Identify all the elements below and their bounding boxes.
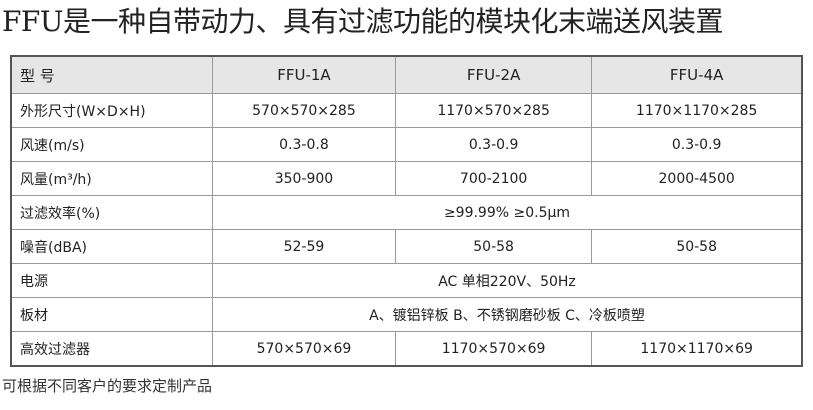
spec-table: 型 号 FFU-1A FFU-2A FFU-4A 外形尺寸(W×D×H) 570×570×… bbox=[10, 55, 803, 367]
row-label: 噪音(dBA) bbox=[12, 229, 213, 264]
table-row: 风速(m/s) 0.3-0.8 0.3-0.9 0.3-0.9 bbox=[12, 127, 801, 162]
cell: FFU-4A bbox=[591, 57, 801, 94]
cell: 52-59 bbox=[212, 229, 396, 264]
table-row: 噪音(dBA) 52-59 50-58 50-58 bbox=[12, 229, 801, 264]
row-label: 电源 bbox=[12, 263, 213, 298]
cell: 1170×570×285 bbox=[394, 93, 593, 128]
table-row: 风量(m³/h) 350-900 700-2100 2000-4500 bbox=[12, 161, 801, 196]
cell: 50-58 bbox=[591, 229, 801, 264]
cell: 570×570×285 bbox=[212, 93, 396, 128]
cell: 350-900 bbox=[212, 161, 396, 196]
cell: 0.3-0.9 bbox=[394, 127, 593, 162]
cell: FFU-2A bbox=[394, 57, 593, 94]
row-label: 风量(m³/h) bbox=[12, 161, 213, 196]
cell: A、镀铝锌板 B、不锈钢磨砂板 C、冷板喷塑 bbox=[212, 297, 801, 332]
cell: FFU-1A bbox=[212, 57, 396, 94]
table-row: 型 号 FFU-1A FFU-2A FFU-4A bbox=[12, 57, 801, 94]
cell: 1170×570×69 bbox=[394, 331, 593, 365]
row-label: 板材 bbox=[12, 297, 213, 332]
row-label: 高效过滤器 bbox=[12, 331, 213, 365]
cell: 2000-4500 bbox=[591, 161, 801, 196]
cell: ≥99.99% ≥0.5μm bbox=[212, 195, 801, 230]
cell: 700-2100 bbox=[394, 161, 593, 196]
footnote: 可根据不同客户的要求定制产品 bbox=[2, 377, 213, 395]
cell: 1170×1170×285 bbox=[591, 93, 801, 128]
row-label: 型 号 bbox=[12, 57, 213, 94]
table-row: 过滤效率(%) ≥99.99% ≥0.5μm bbox=[12, 195, 801, 230]
cell: 50-58 bbox=[394, 229, 593, 264]
cell: AC 单相220V、50Hz bbox=[212, 263, 801, 298]
title: FFU是一种自带动力、具有过滤功能的模块化末端送风装置 bbox=[2, 5, 723, 38]
table-row: 外形尺寸(W×D×H) 570×570×285 1170×570×285 1170×1… bbox=[12, 93, 801, 128]
cell: 0.3-0.9 bbox=[591, 127, 801, 162]
table-row: 高效过滤器 570×570×69 1170×570×69 1170×1170×69 bbox=[12, 331, 801, 365]
table: 型 号 FFU-1A FFU-2A FFU-4A 外形尺寸(W×D×H) 570×570×… bbox=[12, 57, 801, 365]
table-row: 电源 AC 单相220V、50Hz bbox=[12, 263, 801, 298]
row-label: 过滤效率(%) bbox=[12, 195, 213, 230]
row-label: 外形尺寸(W×D×H) bbox=[12, 93, 213, 128]
cell: 0.3-0.8 bbox=[212, 127, 396, 162]
cell: 1170×1170×69 bbox=[591, 331, 801, 365]
table-row: 板材 A、镀铝锌板 B、不锈钢磨砂板 C、冷板喷塑 bbox=[12, 297, 801, 332]
row-label: 风速(m/s) bbox=[12, 127, 213, 162]
cell: 570×570×69 bbox=[212, 331, 396, 365]
